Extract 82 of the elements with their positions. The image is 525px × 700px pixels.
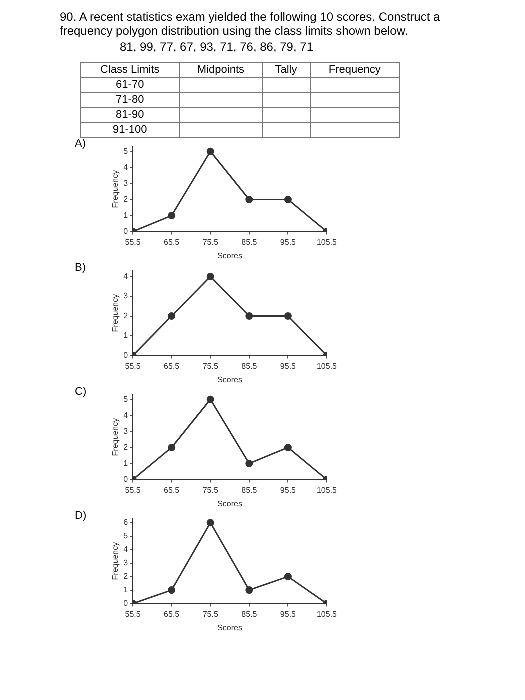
- point: [168, 586, 176, 594]
- x-tick-label: 85.5: [242, 238, 258, 247]
- x-axis-title: Scores: [218, 251, 242, 260]
- category-label: 91-100: [112, 124, 148, 136]
- point: [168, 212, 176, 220]
- y-tick-label: 3: [124, 178, 129, 188]
- x-tick-label: 65.5: [164, 362, 180, 371]
- x-tick-label: 75.5: [202, 610, 219, 619]
- x-tick-label: 55.5: [125, 362, 142, 371]
- x-tick-label: 75.5: [202, 238, 219, 247]
- y-tick-label: 4: [124, 272, 129, 281]
- x-tick-label: 105.5: [316, 610, 338, 619]
- point: [206, 519, 214, 527]
- x-tick-label: 95.5: [280, 238, 297, 247]
- x-tick-label: 95.5: [280, 486, 297, 495]
- x-tick-label: 85.5: [242, 486, 258, 495]
- y-tick-label: 4: [124, 545, 129, 554]
- point: [246, 196, 254, 204]
- x-tick-label: 105.5: [316, 362, 338, 371]
- y-axis-title: Frequency: [111, 294, 120, 332]
- y-tick-label: 4: [124, 410, 129, 420]
- category-label: Midpoints: [180, 62, 262, 78]
- x-tick-label: 95.5: [280, 610, 297, 619]
- category-label: Class Limits: [80, 62, 180, 78]
- y-tick-label: 1: [124, 586, 129, 595]
- y-tick-label: 3: [124, 558, 129, 568]
- category-label: Tally: [262, 62, 310, 78]
- x-tick-label: 105.5: [316, 486, 338, 495]
- y-tick-label: 3: [124, 426, 129, 436]
- x-tick-label: 105.5: [316, 238, 338, 247]
- x-tick-label: 55.5: [125, 610, 142, 619]
- x-tick-label: 65.5: [164, 486, 180, 495]
- y-tick-label: 2: [124, 311, 129, 320]
- text: 81, 99, 77, 67, 93, 71, 76, 86, 79, 71: [120, 40, 314, 54]
- chart-title: A): [75, 138, 86, 150]
- x-tick-label: 85.5: [242, 610, 258, 619]
- x-axis-title: Scores: [218, 499, 242, 508]
- x-tick-label: 75.5: [202, 486, 219, 495]
- y-tick-label: 0: [124, 351, 129, 360]
- point: [284, 196, 292, 204]
- x-tick-label: 55.5: [125, 486, 142, 495]
- y-tick-label: 2: [124, 194, 129, 204]
- y-tick-label: 5: [124, 394, 129, 404]
- y-tick-label: 4: [124, 162, 129, 172]
- x-tick-label: 85.5: [242, 362, 258, 371]
- category-label: 61-70: [116, 79, 144, 91]
- x-axis-title: Scores: [218, 375, 242, 384]
- y-tick-label: 2: [124, 572, 129, 582]
- point: [284, 444, 292, 452]
- y-tick-label: 1: [124, 210, 129, 220]
- y-tick-label: 3: [124, 292, 129, 301]
- y-tick-label: 0: [124, 599, 129, 608]
- point: [168, 444, 176, 452]
- point: [246, 460, 254, 468]
- y-tick-label: 5: [124, 532, 129, 541]
- category-label: Frequency: [310, 62, 400, 78]
- x-tick-label: 65.5: [164, 610, 180, 619]
- chart-title: C): [75, 386, 87, 398]
- y-axis-title: Frequency: [111, 542, 120, 580]
- point: [246, 586, 254, 594]
- text: 90. A recent statistics exam yielded the following 10 scores. Construct a frequency polygon distribution using the class limits shown below.: [60, 10, 442, 38]
- x-tick-label: 55.5: [125, 238, 142, 247]
- x-tick-label: 95.5: [280, 362, 297, 371]
- category-label: 71-80: [116, 94, 144, 106]
- chart-title: D): [75, 510, 87, 522]
- y-axis-title: Frequency: [111, 170, 120, 208]
- y-axis-title: Frequency: [111, 418, 120, 456]
- category-label: 81-90: [116, 109, 144, 121]
- y-tick-label: 1: [124, 331, 129, 340]
- y-tick-label: 1: [124, 458, 129, 468]
- y-tick-label: 0: [124, 227, 129, 236]
- point: [284, 573, 292, 581]
- y-tick-label: 5: [124, 146, 129, 156]
- x-tick-label: 75.5: [202, 362, 219, 371]
- point: [206, 396, 214, 404]
- y-tick-label: 0: [124, 475, 129, 484]
- x-axis-title: Scores: [218, 623, 242, 632]
- y-tick-label: 2: [124, 442, 129, 452]
- x-tick-label: 65.5: [164, 238, 180, 247]
- chart-title: B): [75, 262, 86, 274]
- y-tick-label: 6: [124, 518, 129, 528]
- point: [206, 148, 214, 156]
